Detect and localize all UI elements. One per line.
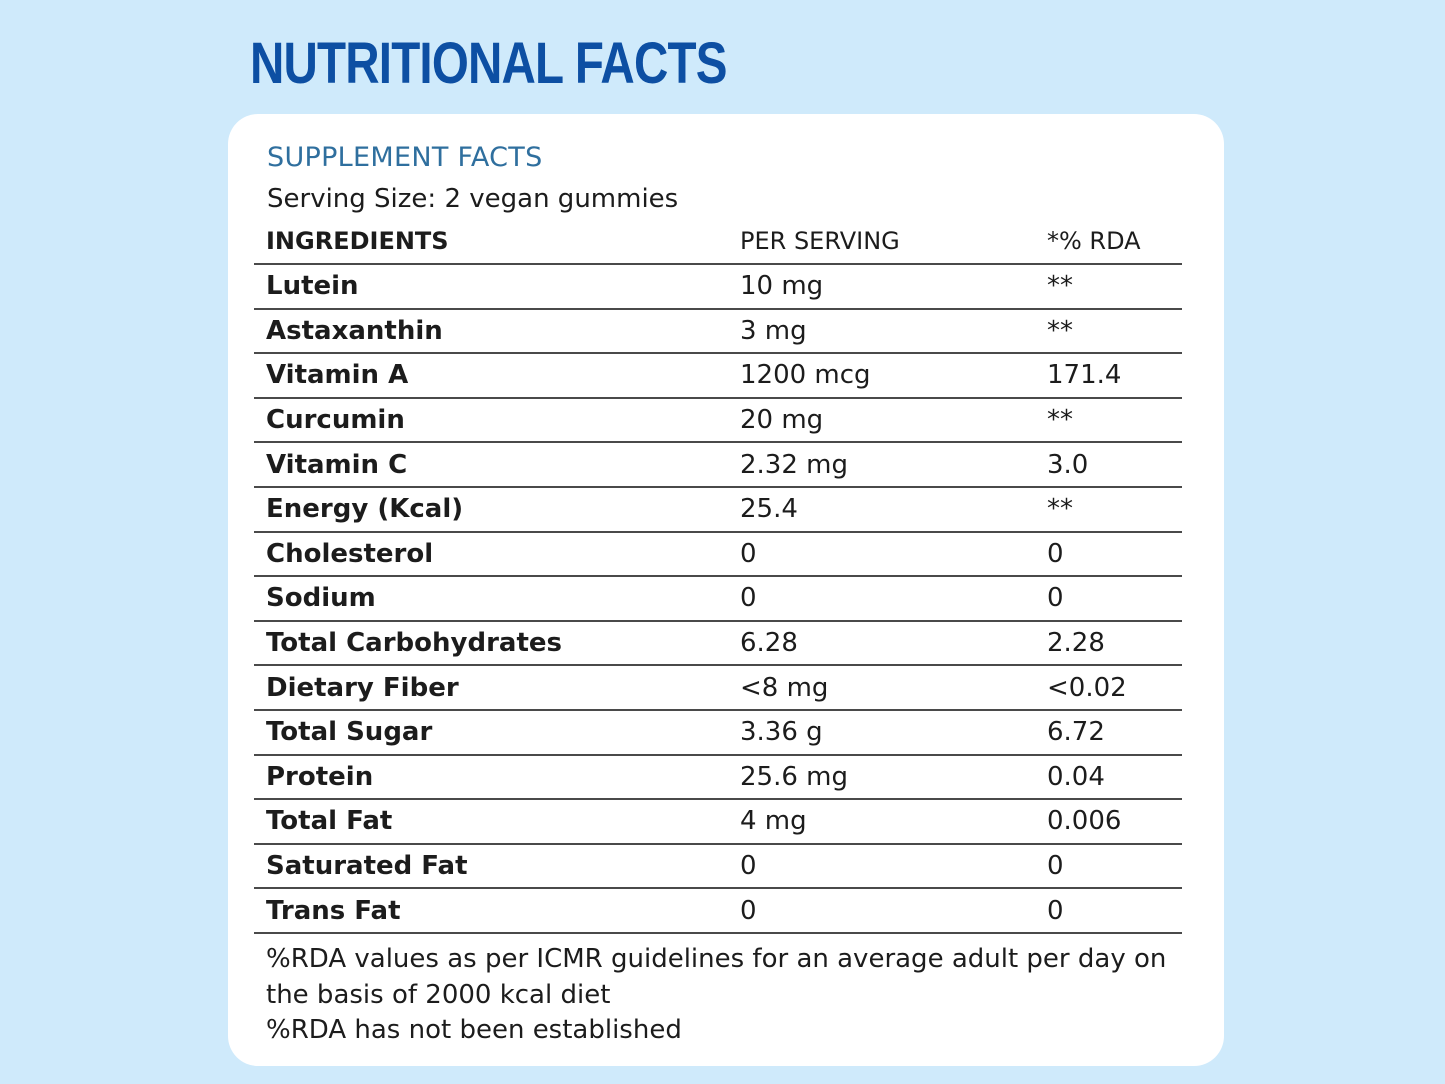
table-row: Vitamin C 2.32 mg 3.0 [254,443,1182,488]
table-row: Vitamin A 1200 mcg 171.4 [254,354,1182,399]
rda-value: 0 [1047,583,1064,614]
per-serving-value: 3 mg [740,315,807,346]
table-row: Energy (Kcal) 25.4 ** [254,488,1182,533]
rda-value: 0 [1047,895,1064,926]
rda-value: 6.72 [1047,717,1105,748]
ingredient-name: Lutein [266,271,359,302]
rda-value: 171.4 [1047,360,1122,391]
rda-value: 3.0 [1047,449,1089,480]
ingredient-name: Total Fat [266,806,393,837]
table-row: Total Carbohydrates 6.28 2.28 [254,622,1182,667]
ingredient-name: Protein [266,761,374,792]
ingredient-name: Dietary Fiber [266,672,459,703]
ingredient-name: Sodium [266,583,376,614]
table-row: Sodium 0 0 [254,577,1182,622]
ingredient-name: Total Carbohydrates [266,628,562,659]
per-serving-value: 1200 mcg [740,360,871,391]
table-row: Protein 25.6 mg 0.04 [254,756,1182,801]
per-serving-value: 4 mg [740,806,807,837]
ingredient-name: Vitamin C [266,449,408,480]
per-serving-value: 0 [740,538,757,569]
rda-value: 0 [1047,851,1064,882]
per-serving-value: 0 [740,895,757,926]
header-per-serving: PER SERVING [740,226,900,255]
per-serving-value: 2.32 mg [740,449,848,480]
page-heading: NUTRITIONAL FACTS [250,31,727,96]
header-rda: *% RDA [1047,226,1141,255]
supplement-facts-title: SUPPLEMENT FACTS [267,142,543,173]
rda-value: 0 [1047,538,1064,569]
nutrition-table: INGREDIENTS PER SERVING *% RDA Lutein 10… [254,222,1182,934]
table-row: Saturated Fat 0 0 [254,845,1182,890]
table-row: Total Sugar 3.36 g 6.72 [254,711,1182,756]
table-row: Lutein 10 mg ** [254,265,1182,310]
rda-value: 0.006 [1047,806,1122,837]
table-row: Astaxanthin 3 mg ** [254,310,1182,355]
table-row: Total Fat 4 mg 0.006 [254,800,1182,845]
per-serving-value: 0 [740,851,757,882]
ingredient-name: Curcumin [266,405,405,436]
table-row: Dietary Fiber <8 mg <0.02 [254,666,1182,711]
rda-value: ** [1047,315,1073,346]
per-serving-value: 0 [740,583,757,614]
per-serving-value: 25.6 mg [740,761,848,792]
rda-value: 0.04 [1047,761,1105,792]
ingredient-name: Total Sugar [266,717,433,748]
table-header-row: INGREDIENTS PER SERVING *% RDA [254,222,1182,265]
ingredient-name: Trans Fat [266,895,401,926]
ingredient-name: Energy (Kcal) [266,494,464,525]
table-row: Trans Fat 0 0 [254,889,1182,934]
supplement-facts-card: SUPPLEMENT FACTS Serving Size: 2 vegan g… [228,114,1224,1066]
per-serving-value: 25.4 [740,494,798,525]
footnote-rda-not-established: %RDA has not been established [266,1015,682,1045]
rda-value: 2.28 [1047,628,1105,659]
ingredient-name: Astaxanthin [266,315,443,346]
rda-value: ** [1047,405,1073,436]
per-serving-value: 10 mg [740,271,824,302]
rda-value: <0.02 [1047,672,1127,703]
ingredient-name: Saturated Fat [266,851,468,882]
ingredient-name: Cholesterol [266,538,434,569]
table-row: Curcumin 20 mg ** [254,399,1182,444]
serving-size: Serving Size: 2 vegan gummies [267,184,679,214]
table-row: Cholesterol 0 0 [254,533,1182,578]
footnote-rda-guidelines: %RDA values as per ICMR guidelines for a… [266,944,1167,1010]
per-serving-value: 20 mg [740,405,824,436]
per-serving-value: <8 mg [740,672,829,703]
rda-value: ** [1047,494,1073,525]
footnotes: %RDA values as per ICMR guidelines for a… [266,942,1196,1049]
per-serving-value: 3.36 g [740,717,823,748]
rda-value: ** [1047,271,1073,302]
header-ingredients: INGREDIENTS [266,226,449,255]
per-serving-value: 6.28 [740,628,798,659]
ingredient-name: Vitamin A [266,360,409,391]
